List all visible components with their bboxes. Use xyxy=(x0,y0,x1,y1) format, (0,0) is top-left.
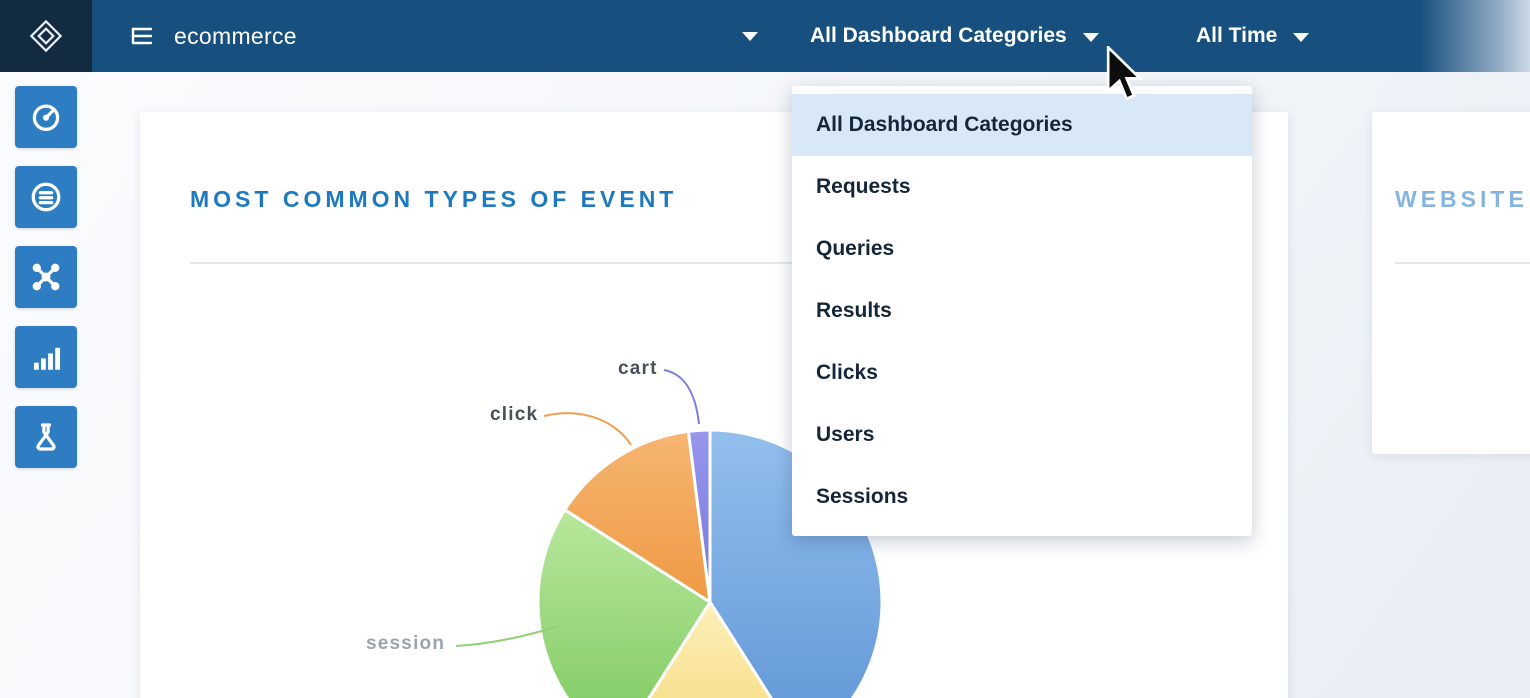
pie-label-session: session xyxy=(366,633,446,654)
dashboard-categories-dropdown: All Dashboard Categories Requests Queries R… xyxy=(792,86,1252,536)
dropdown-item-users[interactable]: Users xyxy=(816,423,875,446)
cart-callout-line xyxy=(663,369,700,425)
list-circle-icon xyxy=(31,182,61,212)
chevron-down-icon xyxy=(742,32,758,41)
pie-slice-1[interactable] xyxy=(618,600,802,698)
events-card-divider xyxy=(190,262,1238,264)
dropdown-item-queries[interactable]: Queries xyxy=(816,237,895,260)
index-name: ecommerce xyxy=(174,22,297,49)
sidebar xyxy=(0,72,92,698)
click-callout-line xyxy=(543,412,632,446)
flow-network-icon xyxy=(32,263,60,291)
pie-label-cart: cart xyxy=(618,358,658,379)
pie-slice-click[interactable] xyxy=(563,429,712,604)
pie-callouts xyxy=(455,369,700,647)
session-callout-line xyxy=(455,625,559,647)
sidebar-item-events-list[interactable] xyxy=(15,166,77,228)
dashboard-category-selector[interactable]: All Dashboard Categories xyxy=(810,0,1099,72)
sidebar-item-ab-testing[interactable] xyxy=(15,406,77,468)
website-card-divider xyxy=(1395,262,1530,264)
index-stack-icon xyxy=(131,27,153,45)
pie-label-click: click xyxy=(490,404,539,425)
bar-chart-icon xyxy=(33,347,61,370)
sidebar-item-metrics[interactable] xyxy=(15,326,77,388)
time-range-selector[interactable]: All Time xyxy=(1196,0,1310,72)
brand-diamond-icon xyxy=(29,19,63,53)
gauge-icon xyxy=(32,104,60,131)
dropdown-item-requests[interactable]: Requests xyxy=(816,175,911,198)
pie-slice-session[interactable] xyxy=(536,508,712,698)
pie-slice-cart[interactable] xyxy=(686,428,712,604)
index-selector[interactable]: ecommerce xyxy=(118,0,778,72)
flask-icon xyxy=(36,423,56,451)
dashboard-category-label: All Dashboard Categories xyxy=(810,24,1067,47)
website-card: WEBSITE xyxy=(1372,112,1530,454)
chevron-down-icon xyxy=(1293,33,1310,42)
sidebar-item-flow[interactable] xyxy=(15,246,77,308)
dropdown-item-clicks[interactable]: Clicks xyxy=(816,361,878,384)
topbar: ecommerce All Dashboard Categories All T… xyxy=(0,0,1530,72)
dropdown-item-results[interactable]: Results xyxy=(816,299,892,322)
website-card-title: WEBSITE xyxy=(1395,186,1528,212)
sidebar-item-overview[interactable] xyxy=(15,86,77,148)
dropdown-item-all-dashboard-categories[interactable]: All Dashboard Categories xyxy=(792,94,1252,156)
chevron-down-icon xyxy=(1082,33,1099,42)
dropdown-item-sessions[interactable]: Sessions xyxy=(816,485,909,508)
events-card-title: MOST COMMON TYPES OF EVENT xyxy=(190,186,678,212)
time-range-label: All Time xyxy=(1196,24,1278,47)
brand-logo-button[interactable] xyxy=(0,0,92,72)
